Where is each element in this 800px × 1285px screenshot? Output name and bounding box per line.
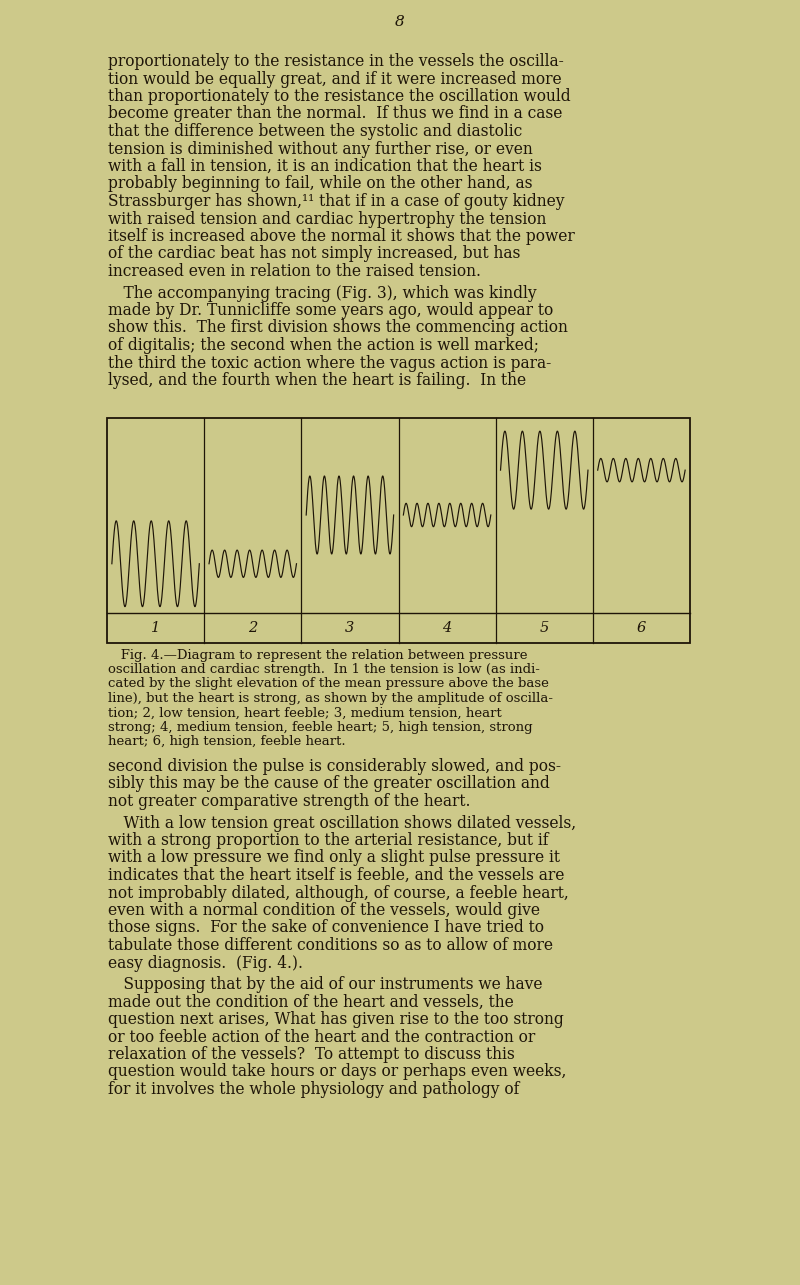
Text: Strassburger has shown,¹¹ that if in a case of gouty kidney: Strassburger has shown,¹¹ that if in a c… — [108, 193, 565, 209]
Text: made out the condition of the heart and vessels, the: made out the condition of the heart and … — [108, 993, 514, 1010]
Text: 8: 8 — [395, 15, 405, 30]
Text: itself is increased above the normal it shows that the power: itself is increased above the normal it … — [108, 227, 574, 245]
Text: easy diagnosis.  (Fig. 4.).: easy diagnosis. (Fig. 4.). — [108, 955, 303, 971]
Text: for it involves the whole physiology and pathology of: for it involves the whole physiology and… — [108, 1081, 519, 1097]
Text: with a low pressure we find only a slight pulse pressure it: with a low pressure we find only a sligh… — [108, 849, 560, 866]
Text: 6: 6 — [637, 621, 646, 635]
Text: tabulate those different conditions so as to allow of more: tabulate those different conditions so a… — [108, 937, 553, 953]
Text: not improbably dilated, although, of course, a feeble heart,: not improbably dilated, although, of cou… — [108, 884, 569, 902]
Text: Fig. 4.—Diagram to represent the relation between pressure: Fig. 4.—Diagram to represent the relatio… — [108, 649, 527, 662]
Text: tion; 2, low tension, heart feeble; 3, medium tension, heart: tion; 2, low tension, heart feeble; 3, m… — [108, 707, 502, 720]
Text: tension is diminished without any further rise, or even: tension is diminished without any furthe… — [108, 140, 533, 158]
Text: with raised tension and cardiac hypertrophy the tension: with raised tension and cardiac hypertro… — [108, 211, 546, 227]
Text: second division the pulse is considerably slowed, and pos-: second division the pulse is considerabl… — [108, 758, 561, 775]
Text: probably beginning to fail, while on the other hand, as: probably beginning to fail, while on the… — [108, 176, 533, 193]
Text: 5: 5 — [540, 621, 549, 635]
Text: show this.  The first division shows the commencing action: show this. The first division shows the … — [108, 320, 568, 337]
Text: question would take hours or days or perhaps even weeks,: question would take hours or days or per… — [108, 1064, 566, 1081]
Text: that the difference between the systolic and diastolic: that the difference between the systolic… — [108, 123, 522, 140]
Text: 3: 3 — [346, 621, 354, 635]
Text: with a fall in tension, it is an indication that the heart is: with a fall in tension, it is an indicat… — [108, 158, 542, 175]
Bar — [107, 418, 690, 642]
Text: the third the toxic action where the vagus action is para-: the third the toxic action where the vag… — [108, 355, 551, 371]
Text: indicates that the heart itself is feeble, and the vessels are: indicates that the heart itself is feebl… — [108, 867, 564, 884]
Text: line), but the heart is strong, as shown by the amplitude of oscilla-: line), but the heart is strong, as shown… — [108, 693, 553, 705]
Text: those signs.  For the sake of convenience I have tried to: those signs. For the sake of convenience… — [108, 920, 544, 937]
Text: proportionately to the resistance in the vessels the oscilla-: proportionately to the resistance in the… — [108, 53, 564, 69]
Text: lysed, and the fourth when the heart is failing.  In the: lysed, and the fourth when the heart is … — [108, 371, 526, 389]
Text: With a low tension great oscillation shows dilated vessels,: With a low tension great oscillation sho… — [108, 815, 576, 831]
Text: increased even in relation to the raised tension.: increased even in relation to the raised… — [108, 263, 481, 280]
Text: 2: 2 — [248, 621, 258, 635]
Text: made by Dr. Tunnicliffe some years ago, would appear to: made by Dr. Tunnicliffe some years ago, … — [108, 302, 554, 319]
Text: not greater comparative strength of the heart.: not greater comparative strength of the … — [108, 793, 470, 810]
Text: sibly this may be the cause of the greater oscillation and: sibly this may be the cause of the great… — [108, 776, 550, 793]
Text: of the cardiac beat has not simply increased, but has: of the cardiac beat has not simply incre… — [108, 245, 520, 262]
Text: or too feeble action of the heart and the contraction or: or too feeble action of the heart and th… — [108, 1028, 535, 1046]
Text: even with a normal condition of the vessels, would give: even with a normal condition of the vess… — [108, 902, 540, 919]
Text: become greater than the normal.  If thus we find in a case: become greater than the normal. If thus … — [108, 105, 562, 122]
Text: oscillation and cardiac strength.  In 1 the tension is low (as indi-: oscillation and cardiac strength. In 1 t… — [108, 663, 540, 676]
Text: The accompanying tracing (Fig. 3), which was kindly: The accompanying tracing (Fig. 3), which… — [108, 284, 537, 302]
Text: tion would be equally great, and if it were increased more: tion would be equally great, and if it w… — [108, 71, 562, 87]
Text: cated by the slight elevation of the mean pressure above the base: cated by the slight elevation of the mea… — [108, 677, 549, 690]
Text: with a strong proportion to the arterial resistance, but if: with a strong proportion to the arterial… — [108, 831, 549, 849]
Text: relaxation of the vessels?  To attempt to discuss this: relaxation of the vessels? To attempt to… — [108, 1046, 514, 1063]
Text: of digitalis; the second when the action is well marked;: of digitalis; the second when the action… — [108, 337, 539, 353]
Text: 4: 4 — [442, 621, 452, 635]
Text: heart; 6, high tension, feeble heart.: heart; 6, high tension, feeble heart. — [108, 735, 346, 748]
Text: Supposing that by the aid of our instruments we have: Supposing that by the aid of our instrum… — [108, 977, 542, 993]
Text: question next arises, What has given rise to the too strong: question next arises, What has given ris… — [108, 1011, 564, 1028]
Text: strong; 4, medium tension, feeble heart; 5, high tension, strong: strong; 4, medium tension, feeble heart;… — [108, 721, 533, 734]
Text: than proportionately to the resistance the oscillation would: than proportionately to the resistance t… — [108, 87, 570, 105]
Text: 1: 1 — [151, 621, 160, 635]
